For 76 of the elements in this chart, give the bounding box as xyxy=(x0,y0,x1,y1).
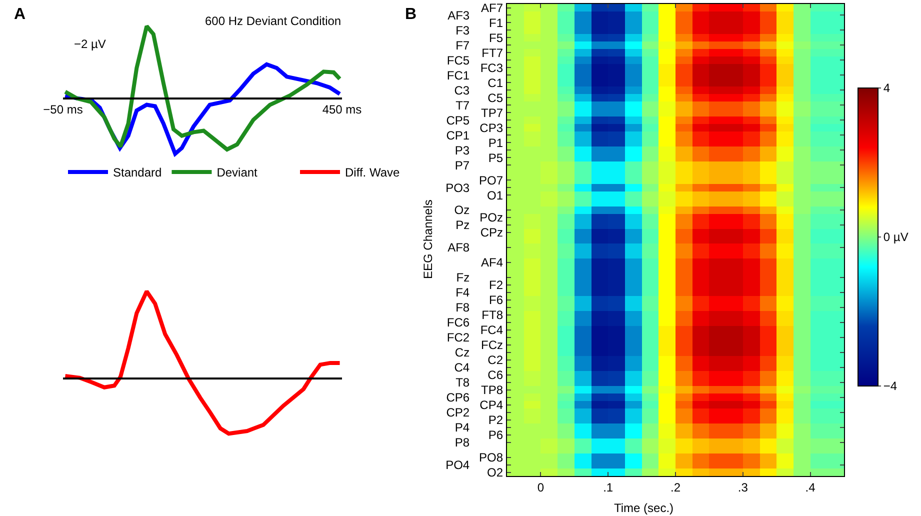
x-tick-label: 450 ms xyxy=(322,102,362,117)
y2-tick-label: CP4 xyxy=(480,398,504,412)
x-tick-label: .3 xyxy=(738,480,748,494)
y-tick-label: FC1 xyxy=(446,68,470,82)
annotation: −2 µV xyxy=(74,37,106,51)
y-tick-label: F4 xyxy=(456,286,470,300)
y2-tick-label: TP7 xyxy=(480,106,504,120)
y-tick-label: CP2 xyxy=(446,406,470,420)
y-tick-label: P8 xyxy=(454,435,470,450)
y2-tick-label: P1 xyxy=(488,136,504,150)
text: A xyxy=(14,6,26,23)
y-tick-label: F3 xyxy=(456,23,470,38)
text: B xyxy=(405,6,417,23)
x-tick-label: 0 xyxy=(537,480,544,494)
y2-tick-label: O1 xyxy=(486,188,504,202)
y-tick-label: F7 xyxy=(456,38,470,52)
y2-tick-label: AF4 xyxy=(480,256,504,270)
y2-tick-label: PO7 xyxy=(478,173,504,188)
y-tick-label: Cz xyxy=(454,346,470,360)
y-tick-label: CP6 xyxy=(446,390,470,405)
y-tick-label: Pz xyxy=(456,218,470,232)
color-bar-label: 0 µV xyxy=(883,230,908,244)
y-tick-label: P7 xyxy=(454,158,470,172)
y2-tick-label: C1 xyxy=(488,76,504,90)
y-tick-label: Oz xyxy=(454,203,470,218)
x-tick-label: .1 xyxy=(603,480,614,494)
y-tick-label: F8 xyxy=(456,300,470,315)
x-tick-label: −50 ms xyxy=(43,102,83,117)
y2-tick-label: FT7 xyxy=(482,46,504,60)
y2-tick-label: CPz xyxy=(480,226,503,240)
y2-tick-label: FCz xyxy=(481,338,503,352)
color-bar-label: 4 xyxy=(883,81,890,96)
y2-tick-label: C6 xyxy=(488,368,504,382)
y-tick-label: FC5 xyxy=(446,53,470,68)
y2-tick-label: P6 xyxy=(488,428,504,442)
y2-tick-label: C2 xyxy=(488,353,504,368)
y2-tick-label: FC3 xyxy=(480,60,504,75)
y-tick-label: CP5 xyxy=(446,113,470,128)
y2-tick-label: F2 xyxy=(488,278,504,292)
y2-tick-label: AF7 xyxy=(480,0,504,15)
y-tick-label: PO4 xyxy=(446,458,470,472)
y-tick-label: P4 xyxy=(454,420,470,434)
y2-tick-label: O2 xyxy=(486,465,504,480)
legend-label: Deviant xyxy=(216,166,258,180)
y2-tick-label: P2 xyxy=(488,413,504,428)
y-tick-label: T7 xyxy=(456,98,470,112)
y-tick-label: C3 xyxy=(454,83,470,98)
y-tick-label: FC6 xyxy=(446,316,470,330)
y2-tick-label: F5 xyxy=(488,30,504,45)
y2-tick-label: POz xyxy=(480,210,503,225)
y-tick-label: P3 xyxy=(454,143,470,158)
y2-tick-label: F6 xyxy=(488,293,504,308)
y2-tick-label: C5 xyxy=(488,90,504,105)
y-tick-label: T8 xyxy=(456,376,470,390)
y2-tick-label: PO8 xyxy=(478,450,504,464)
y-tick-label: FC2 xyxy=(446,330,470,345)
legend-label: Standard xyxy=(113,166,162,180)
x-tick-label: .4 xyxy=(805,480,816,494)
chart-title: 600 Hz Deviant Condition xyxy=(205,14,342,28)
y2-tick-label: P5 xyxy=(488,150,504,165)
y2-tick-label: F1 xyxy=(488,16,504,30)
y-tick-label: CP1 xyxy=(446,128,470,142)
y2-tick-label: FC4 xyxy=(480,323,504,338)
y-tick-label: PO3 xyxy=(446,180,470,195)
y-tick-label: AF3 xyxy=(448,8,470,22)
x-tick-label: .2 xyxy=(670,480,681,494)
y-tick-label: C4 xyxy=(454,360,470,375)
y2-tick-label: TP8 xyxy=(480,383,504,398)
y2-tick-label: FT8 xyxy=(482,308,504,322)
y-axis-title: EEG Channels xyxy=(421,200,435,279)
y-tick-label: Fz xyxy=(456,270,470,285)
legend-label: Diff. Wave xyxy=(345,166,400,180)
y-tick-label: AF8 xyxy=(448,240,470,255)
x-axis-title: Time (sec.) xyxy=(614,501,674,515)
color-bar-label: −4 xyxy=(883,379,898,394)
y2-tick-label: CP3 xyxy=(480,120,504,135)
